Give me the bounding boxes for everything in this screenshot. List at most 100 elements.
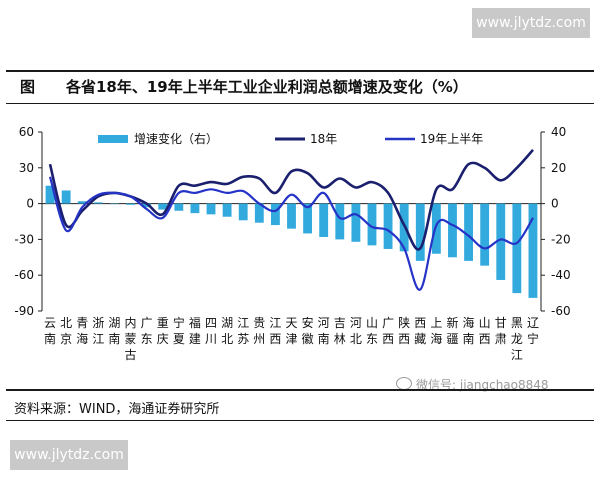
category-label: 津 [285, 332, 297, 346]
bar [431, 203, 441, 254]
category-label: 川 [205, 332, 217, 346]
top-band: www.jlytdz.com [0, 0, 600, 48]
bar [496, 203, 506, 280]
bar [448, 203, 457, 258]
figure-label: 图 [20, 78, 36, 96]
bar [480, 203, 490, 266]
bar [383, 203, 393, 249]
category-label: 河 [350, 316, 362, 330]
category-label: 青 [76, 316, 88, 330]
category-label: 宁 [527, 331, 539, 346]
bar [110, 203, 119, 205]
source-note: 资料来源：WIND，海通证券研究所 [14, 402, 220, 417]
category-label: 林 [334, 332, 346, 346]
left-tick-label: -60 [14, 268, 34, 282]
legend-swatch-bar [98, 135, 128, 143]
category-label: 南 [318, 331, 330, 346]
left-tick-label: 0 [26, 197, 34, 211]
category-label: 南 [44, 331, 56, 346]
category-label: 安 [302, 315, 314, 330]
series-line-18 [48, 149, 534, 251]
category-label: 东 [366, 332, 378, 346]
category-label: 重 [157, 316, 169, 330]
category-label: 浙 [92, 316, 104, 330]
category-label: 建 [189, 332, 201, 346]
category-label: 庆 [157, 332, 169, 346]
category-label: 江 [237, 316, 249, 330]
bar [335, 203, 345, 240]
category-label: 藏 [414, 332, 426, 346]
category-label: 广 [382, 316, 394, 330]
wechat-text: 微信号: jiangchao8848 [416, 378, 549, 392]
category-label: 甘 [495, 316, 507, 330]
category-label: 京 [60, 332, 72, 346]
right-tick-label: -60 [551, 304, 571, 318]
category-label: 新 [446, 315, 458, 330]
category-label: 疆 [446, 332, 458, 346]
category-label: 广 [141, 316, 153, 330]
right-tick-label: 20 [551, 161, 566, 175]
bar [464, 203, 473, 261]
bar [190, 203, 200, 214]
category-label: 南 [108, 331, 120, 346]
category-label: 陕 [398, 315, 410, 330]
category-label: 辽 [527, 316, 539, 330]
category-label: 江 [511, 348, 523, 362]
left-tick-label: -30 [14, 232, 34, 246]
bar [512, 203, 522, 294]
bar [238, 203, 248, 221]
left-tick-label: 30 [19, 161, 34, 175]
category-label: 东 [141, 332, 153, 346]
category-label: 江 [269, 316, 281, 330]
category-label: 龙 [511, 332, 523, 346]
right-tick-label: -40 [551, 268, 571, 282]
bar [319, 203, 329, 238]
category-label: 蒙 [125, 332, 137, 346]
bar [415, 203, 425, 261]
category-label: 河 [318, 316, 330, 330]
bar [77, 201, 87, 204]
legend-label-bar: 增速变化（右） [134, 131, 218, 146]
category-label: 上 [430, 316, 442, 330]
category-label: 西 [269, 332, 281, 346]
right-tick-label: -20 [551, 232, 571, 246]
source-bottom-rule [6, 420, 594, 421]
category-label: 宁 [173, 315, 185, 330]
category-label: 海 [430, 331, 442, 346]
category-label: 苏 [237, 332, 249, 346]
category-label: 北 [350, 332, 362, 346]
category-label: 云 [44, 316, 56, 330]
category-label: 江 [92, 332, 104, 346]
legend-label-18: 18年 [310, 132, 337, 146]
bar [142, 203, 152, 208]
left-tick-label: 60 [19, 125, 34, 139]
bar [367, 203, 377, 246]
title-text: 各省18年、19年上半年工业企业利润总额增速及变化（%） [66, 78, 468, 96]
bar [93, 202, 103, 204]
watermark-bottom: www.jlytdz.com [10, 440, 128, 470]
category-label: 古 [125, 347, 137, 362]
bar [174, 203, 184, 211]
bar [222, 203, 232, 217]
chart-title: 图 各省18年、19年上半年工业企业利润总额增速及变化（%） [20, 76, 580, 97]
bar [254, 203, 264, 223]
category-label: 北 [221, 332, 233, 346]
category-label: 吉 [334, 316, 346, 330]
bar [126, 203, 135, 205]
category-label: 徽 [302, 331, 314, 346]
bar [158, 203, 168, 210]
category-label: 湖 [221, 315, 233, 330]
bar [287, 203, 296, 229]
right-tick-label: 40 [551, 125, 566, 139]
category-label: 夏 [173, 332, 185, 346]
category-label: 四 [205, 316, 217, 330]
category-label: 西 [414, 316, 426, 330]
bar [206, 203, 216, 215]
bar [270, 203, 280, 226]
title-top-rule [6, 70, 594, 72]
bar [528, 203, 538, 298]
category-label: 州 [253, 332, 265, 346]
category-label: 肃 [495, 332, 507, 346]
bar [45, 185, 55, 204]
